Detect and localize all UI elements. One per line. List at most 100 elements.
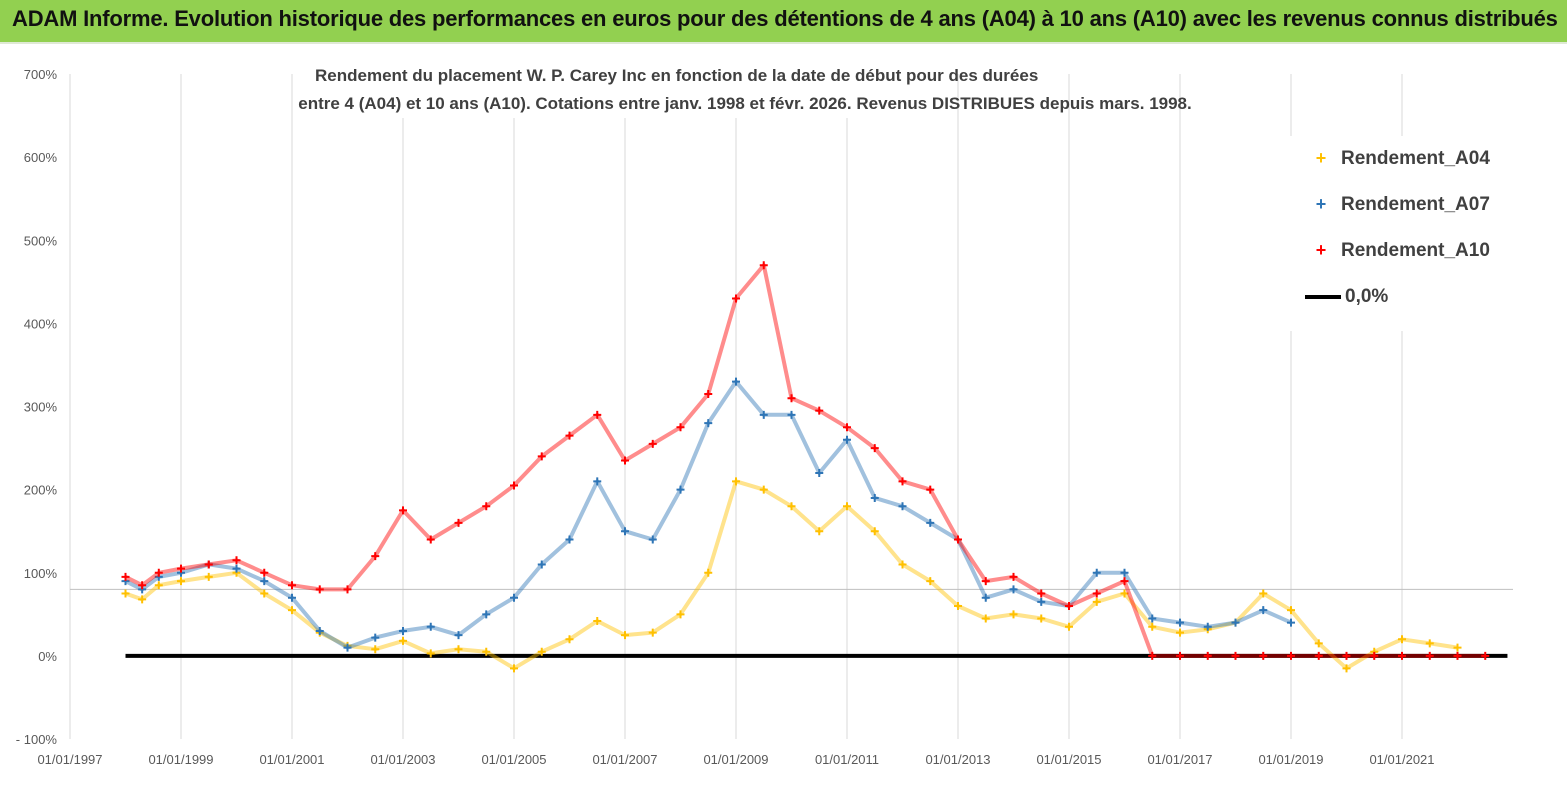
data-point-a07 — [260, 577, 269, 586]
chart-area: - 100% 0% 100% 200% 300% 400% 500% 600% 700% 01/0… — [0, 44, 1567, 790]
data-point-a10 — [1453, 651, 1462, 660]
data-point-a07 — [621, 527, 629, 536]
x-tick-label: 01/01/1997 — [37, 752, 102, 767]
data-point-a04 — [704, 568, 713, 577]
data-point-a07 — [1092, 568, 1101, 577]
data-point-a04 — [288, 606, 296, 615]
data-point-a10 — [426, 535, 435, 544]
data-point-a04 — [1120, 589, 1129, 598]
data-point-a10 — [260, 568, 269, 577]
data-point-a10 — [1176, 651, 1184, 660]
data-point-a10 — [510, 481, 518, 490]
axis-labels: - 100% 0% 100% 200% 300% 400% 500% 600% 700% 01/0… — [16, 67, 1435, 767]
x-tick-label: 01/01/2013 — [925, 752, 990, 767]
data-point-a10 — [154, 568, 163, 577]
series-a04-trace — [124, 479, 1458, 671]
data-point-a10 — [537, 452, 546, 461]
data-point-a04 — [1398, 635, 1406, 644]
y-tick-label: 500% — [24, 233, 58, 248]
data-point-a04 — [898, 560, 907, 569]
y-tick-label: 400% — [24, 316, 58, 331]
data-point-a07 — [565, 535, 574, 544]
data-point-a10 — [204, 560, 213, 569]
data-point-a10 — [121, 572, 130, 581]
data-point-a07 — [870, 493, 879, 502]
data-point-a04 — [1176, 628, 1184, 637]
data-point-a04 — [732, 477, 740, 486]
legend-label-a10: Rendement_A10 — [1341, 240, 1490, 261]
series-a07 — [121, 377, 1295, 652]
data-point-a10 — [1037, 589, 1046, 598]
x-tick-label: 01/01/2003 — [370, 752, 435, 767]
data-point-a04 — [426, 649, 435, 658]
x-tick-label: 01/01/2019 — [1258, 752, 1323, 767]
x-tick-label: 01/01/1999 — [148, 752, 213, 767]
x-tick-label: 01/01/2017 — [1147, 752, 1212, 767]
data-point-a04 — [1092, 597, 1101, 606]
legend-marker-a10: + — [1315, 240, 1327, 260]
vertical-gridlines — [69, 74, 1403, 739]
banner-title: ADAM Informe. Evolution historique des p… — [12, 6, 1558, 31]
y-tick-label: 0% — [38, 649, 57, 664]
data-point-a04 — [1148, 622, 1157, 631]
data-point-a10 — [815, 406, 824, 415]
data-point-a10 — [1203, 651, 1212, 660]
data-point-a10 — [454, 518, 463, 527]
data-point-a04 — [371, 645, 380, 654]
data-point-a10 — [1065, 602, 1073, 610]
data-point-a10 — [1148, 651, 1157, 660]
x-tick-label: 01/01/2021 — [1369, 752, 1434, 767]
data-point-a10 — [593, 410, 602, 419]
data-point-a04 — [204, 572, 213, 581]
data-point-a04 — [621, 631, 629, 640]
data-point-a10 — [315, 585, 324, 594]
data-point-a10 — [1287, 651, 1295, 660]
series-a10-trace — [124, 263, 1486, 658]
data-point-a07 — [537, 560, 546, 569]
series-layer — [121, 261, 1508, 673]
data-point-a07 — [371, 633, 380, 642]
data-point-a07 — [454, 631, 463, 640]
data-point-a10 — [676, 423, 685, 432]
data-point-a10 — [1092, 589, 1101, 598]
data-point-a07 — [1148, 614, 1157, 623]
data-point-a07 — [1120, 568, 1129, 577]
x-tick-label: 01/01/2005 — [481, 752, 546, 767]
data-point-a04 — [510, 664, 518, 673]
series-a07-trace — [124, 379, 1292, 650]
data-point-a04 — [454, 645, 463, 654]
data-point-a07 — [926, 518, 935, 527]
data-point-a04 — [482, 647, 491, 656]
data-point-a10 — [1231, 651, 1240, 660]
data-point-a04 — [1287, 606, 1295, 615]
data-point-a04 — [1037, 614, 1046, 623]
legend-item-a04: + Rendement_A04 — [1301, 148, 1490, 174]
data-point-a10 — [1425, 651, 1434, 660]
data-point-a07 — [510, 593, 518, 602]
x-tick-label: 01/01/2001 — [259, 752, 324, 767]
data-point-a04 — [1314, 639, 1323, 648]
data-point-a10 — [981, 577, 990, 586]
legend-marker-a04: + — [1315, 148, 1327, 168]
data-point-a07 — [787, 410, 796, 419]
y-tick-label: 600% — [24, 150, 58, 165]
data-point-a07 — [843, 435, 851, 444]
data-point-a10 — [870, 444, 879, 453]
data-point-a07 — [288, 593, 296, 602]
data-point-a04 — [537, 647, 546, 656]
data-point-a04 — [138, 595, 147, 604]
data-point-a04 — [787, 502, 796, 511]
data-point-a10 — [621, 456, 629, 465]
y-tick-label: 300% — [24, 400, 58, 415]
data-point-a07 — [426, 622, 435, 631]
data-point-a10 — [732, 294, 740, 303]
data-point-a07 — [648, 535, 657, 544]
data-point-a04 — [593, 616, 602, 625]
data-point-a07 — [232, 564, 241, 573]
data-point-a07 — [315, 626, 324, 635]
data-point-a10 — [343, 585, 352, 594]
legend-label-zero: 0,0% — [1345, 286, 1389, 307]
y-tick-label: 700% — [24, 67, 58, 82]
data-point-a07 — [593, 477, 602, 486]
data-point-a10 — [1370, 651, 1379, 660]
